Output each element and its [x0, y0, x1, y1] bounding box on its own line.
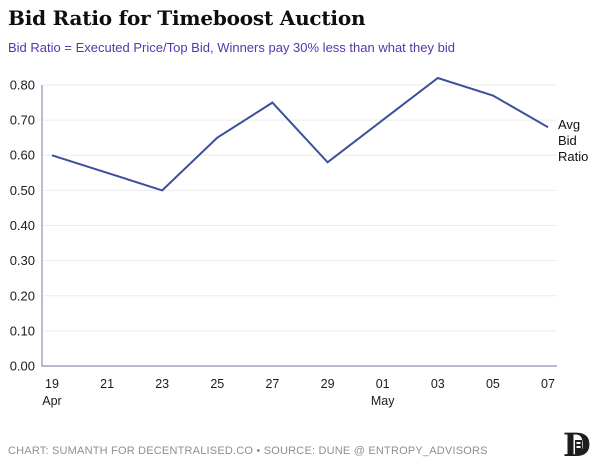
x-tick-label: 27	[265, 377, 279, 391]
page-title: Bid Ratio for Timeboost Auction	[8, 6, 366, 30]
data-series	[51, 76, 549, 192]
y-tick-label: 0.40	[10, 218, 35, 233]
logo-detail-line	[576, 442, 581, 444]
gridlines	[42, 84, 557, 332]
x-tick-label: 23	[155, 377, 169, 391]
x-tick-label: 07	[541, 377, 555, 391]
x-tick-labels: 19 21 23 25 27 29 01 03 05 07 Apr May	[42, 377, 555, 408]
y-tick-label: 0.10	[10, 323, 35, 338]
chart-subtitle: Bid Ratio = Executed Price/Top Bid, Winn…	[8, 40, 455, 55]
y-tick-label: 0.00	[10, 359, 35, 374]
x-tick-label: 25	[210, 377, 224, 391]
avg-bid-ratio-line	[51, 76, 549, 192]
x-month-label: Apr	[42, 394, 61, 408]
y-tick-label: 0.30	[10, 253, 35, 268]
x-tick-label: 21	[100, 377, 114, 391]
y-tick-label: 0.70	[10, 113, 35, 128]
x-tick-label: 19	[45, 377, 59, 391]
x-tick-label: 03	[431, 377, 445, 391]
y-tick-label: 0.50	[10, 183, 35, 198]
series-label: Avg Bid Ratio	[558, 117, 589, 164]
x-tick-label: 05	[486, 377, 500, 391]
logo-detail-line	[576, 446, 581, 448]
y-tick-label: 0.60	[10, 148, 35, 163]
y-tick-label: 0.20	[10, 288, 35, 303]
x-tick-label: 29	[321, 377, 335, 391]
x-month-label: May	[371, 394, 395, 408]
y-tick-label: 0.80	[10, 78, 35, 93]
axes	[41, 85, 557, 367]
y-tick-labels: 0.00 0.10 0.20 0.30 0.40 0.50 0.60 0.70 0.80	[10, 78, 35, 374]
x-tick-label: 01	[376, 377, 390, 391]
decentralised-logo-icon: D	[563, 426, 590, 462]
footer-credit: CHART: SUMANTH FOR DECENTRALISED.CO • SO…	[8, 445, 488, 457]
